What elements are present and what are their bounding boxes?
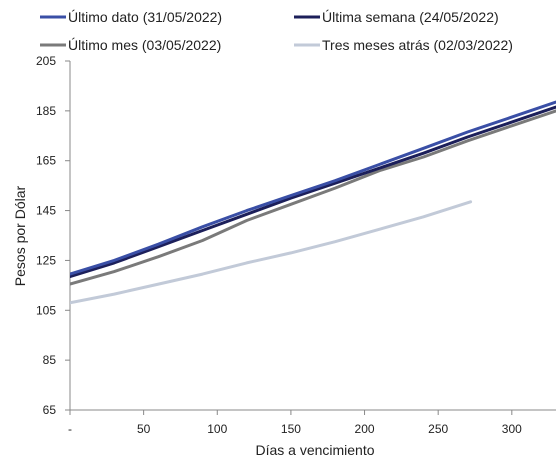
y-axis-ticks: 65 85 105 125 145 165 185 205 bbox=[36, 54, 70, 417]
y-tick-label: 165 bbox=[36, 154, 56, 168]
x-tick-label: 100 bbox=[207, 422, 227, 436]
y-tick-label: 125 bbox=[36, 253, 56, 267]
y-tick-label: 145 bbox=[36, 204, 56, 218]
y-tick-label: 65 bbox=[43, 403, 57, 417]
x-tick-label: 200 bbox=[355, 422, 375, 436]
legend-label-2: Último mes (03/05/2022) bbox=[68, 37, 221, 53]
legend: Último dato (31/05/2022) Última semana (… bbox=[40, 9, 513, 53]
legend-item-2: Último mes (03/05/2022) bbox=[40, 37, 221, 53]
series-line-1 bbox=[70, 105, 556, 279]
y-tick-label: 85 bbox=[43, 353, 57, 367]
legend-item-3: Tres meses atrás (02/03/2022) bbox=[294, 37, 513, 53]
y-tick-label: 205 bbox=[36, 54, 56, 68]
x-axis-ticks: - 50 100 150 200 250 300 bbox=[68, 410, 522, 436]
legend-label-3: Tres meses atrás (02/03/2022) bbox=[322, 37, 513, 53]
series-line-3 bbox=[70, 200, 473, 305]
y-tick-label: 105 bbox=[36, 303, 56, 317]
legend-label-1: Última semana (24/05/2022) bbox=[322, 9, 499, 25]
y-tick-label: 185 bbox=[36, 104, 56, 118]
series-lines bbox=[70, 100, 556, 305]
legend-item-1: Última semana (24/05/2022) bbox=[294, 9, 499, 25]
x-tick-label: - bbox=[68, 422, 72, 436]
series-line-2 bbox=[70, 109, 556, 286]
x-axis-title: Días a vencimiento bbox=[255, 442, 374, 458]
x-tick-label: 250 bbox=[428, 422, 448, 436]
series-line-0 bbox=[70, 100, 556, 276]
x-tick-label: 150 bbox=[281, 422, 301, 436]
y-axis-title: Pesos por Dólar bbox=[12, 185, 28, 286]
legend-label-0: Último dato (31/05/2022) bbox=[68, 9, 222, 25]
legend-item-0: Último dato (31/05/2022) bbox=[40, 9, 222, 25]
x-tick-label: 50 bbox=[137, 422, 151, 436]
x-tick-label: 300 bbox=[502, 422, 522, 436]
